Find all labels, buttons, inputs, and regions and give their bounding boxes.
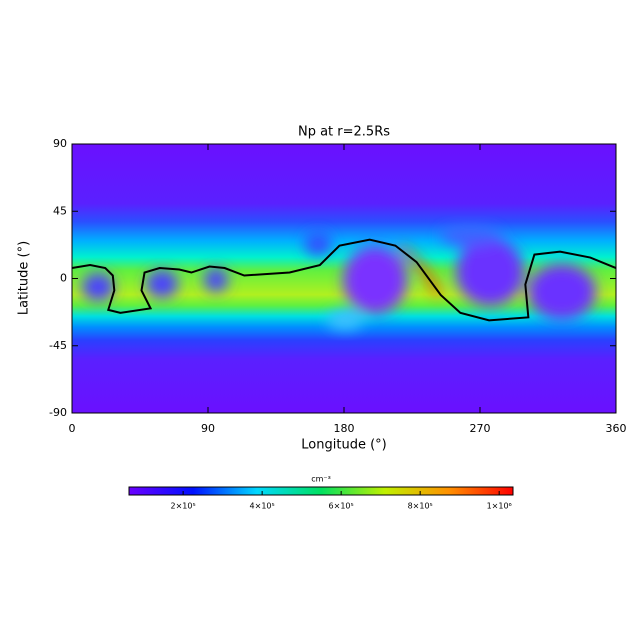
y-tick-label: 0: [60, 272, 67, 285]
colorbar-tick-label: 6×10⁵: [329, 502, 354, 511]
colorbar-tick-label: 4×10⁵: [250, 502, 275, 511]
colorbar: [128, 486, 514, 496]
y-tick-label: 45: [53, 204, 67, 217]
colorbar-tick-label: 1×10⁶: [487, 502, 512, 511]
x-tick-label: 90: [201, 422, 215, 435]
x-tick-label: 0: [69, 422, 76, 435]
colorbar-label: cm⁻³: [311, 475, 331, 484]
field: [72, 144, 616, 413]
y-tick-label: 90: [53, 137, 67, 150]
x-tick-label: 180: [334, 422, 355, 435]
x-axis-label: Longitude (°): [301, 438, 386, 453]
x-tick-label: 270: [470, 422, 491, 435]
x-tick-label: 360: [606, 422, 627, 435]
y-axis-label: Latitude (°): [17, 241, 32, 315]
y-tick-label: -90: [49, 406, 67, 419]
colorbar-tick-label: 2×10⁵: [171, 502, 196, 511]
chart-title: Np at r=2.5Rs: [298, 125, 390, 140]
contour-line: [71, 238, 617, 322]
colorbar-tick-label: 8×10⁵: [408, 502, 433, 511]
y-tick-label: -45: [49, 339, 67, 352]
